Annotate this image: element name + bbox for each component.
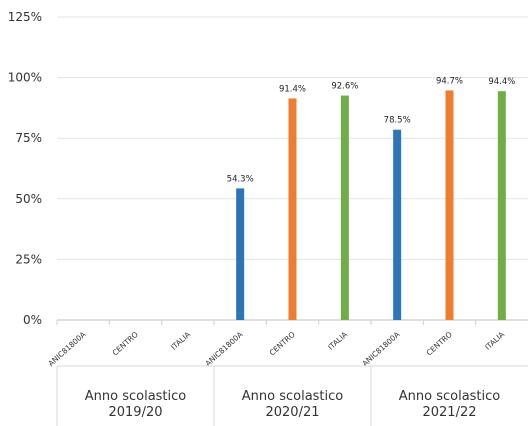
x-tick-label: ITALIA	[326, 329, 350, 352]
group-label: 2021/22	[422, 405, 476, 420]
x-tick-label: CENTRO	[268, 330, 297, 358]
y-tick-label: 100%	[8, 71, 42, 85]
x-tick-label: CENTRO	[111, 330, 140, 358]
bar	[497, 91, 506, 320]
y-tick-label: 75%	[15, 131, 42, 145]
bar	[288, 98, 297, 320]
bar	[393, 129, 402, 320]
group-label: 2019/20	[108, 405, 162, 420]
data-label: 54.3%	[227, 174, 254, 184]
bar	[236, 188, 245, 320]
x-tick-label: ANIC81800A	[360, 329, 402, 368]
y-tick-label: 50%	[15, 192, 42, 206]
group-label: Anno scolastico	[85, 389, 187, 404]
group-label: Anno scolastico	[242, 389, 344, 404]
bar	[340, 95, 349, 320]
x-tick-label: CENTRO	[425, 330, 454, 358]
y-tick-label: 125%	[8, 10, 42, 24]
group-label: Anno scolastico	[399, 389, 501, 404]
x-tick-label: ANIC81800A	[203, 329, 245, 368]
data-label: 94.4%	[488, 77, 515, 87]
y-tick-label: 0%	[23, 313, 42, 327]
data-label: 94.7%	[436, 76, 463, 86]
y-tick-label: 25%	[15, 252, 42, 266]
x-tick-label: ANIC81800A	[46, 329, 88, 368]
bar	[445, 90, 454, 320]
data-label: 91.4%	[279, 84, 306, 94]
x-tick-label: ITALIA	[483, 329, 507, 352]
data-label: 78.5%	[384, 116, 411, 126]
x-tick-label: ITALIA	[169, 329, 193, 352]
group-label: 2020/21	[265, 405, 319, 420]
data-label: 92.6%	[331, 82, 358, 92]
